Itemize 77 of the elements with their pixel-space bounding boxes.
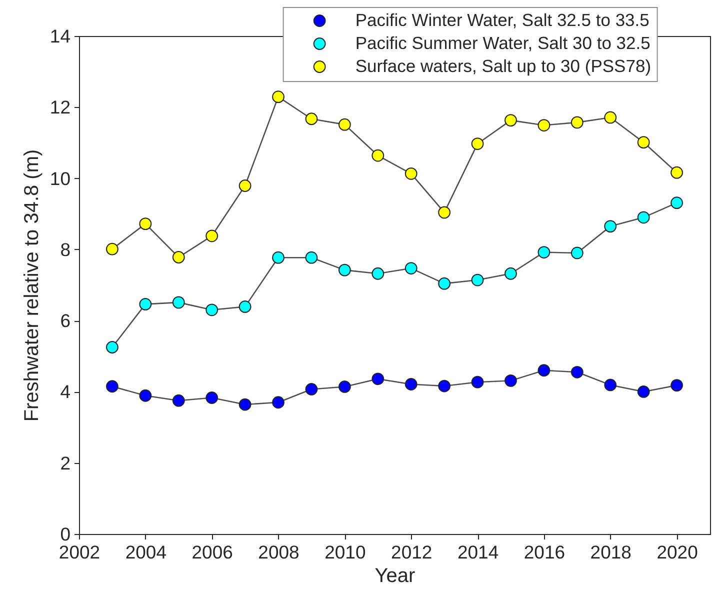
y-axis-title: Freshwater relative to 34.8 (m) (20, 149, 43, 422)
point (139, 389, 152, 402)
point (172, 251, 185, 264)
point (106, 242, 118, 256)
point (670, 379, 683, 392)
point (238, 180, 252, 192)
point (604, 111, 617, 124)
point (538, 119, 550, 132)
y-tick-label: 10 (50, 168, 70, 189)
point (637, 386, 650, 398)
point (471, 138, 484, 150)
point (305, 251, 318, 264)
point (206, 392, 218, 404)
point (670, 196, 683, 210)
point (238, 398, 252, 411)
point (139, 298, 152, 310)
x-tick-label: 2004 (125, 542, 166, 562)
point (272, 396, 284, 409)
point (372, 267, 384, 280)
point (404, 262, 418, 274)
x-tick-label: 2010 (324, 542, 366, 562)
point (106, 341, 118, 354)
point (238, 300, 252, 313)
legend-label: Pacific Winter Water, Salt 32.5 to 33.5 (355, 10, 650, 30)
point (538, 364, 550, 377)
point (504, 267, 517, 280)
point (272, 90, 284, 104)
point (670, 166, 683, 179)
y-tick-label: 12 (50, 96, 70, 118)
point (372, 149, 384, 162)
point (139, 218, 152, 230)
point (338, 264, 351, 276)
x-axis-title: Year (374, 565, 416, 587)
x-tick-label: 2020 (656, 542, 698, 562)
point (206, 230, 218, 242)
point (338, 118, 351, 131)
y-tick-label: 0 (60, 524, 70, 544)
legend-label: Pacific Summer Water, Salt 30 to 32.5 (355, 32, 650, 53)
point (338, 380, 351, 393)
y-tick-label: 4 (60, 381, 70, 402)
point (538, 246, 550, 258)
point (272, 251, 284, 264)
y-tick-label: 14 (50, 26, 70, 46)
point (570, 116, 584, 129)
x-tick-label: 2016 (524, 542, 566, 562)
point (471, 274, 484, 286)
x-tick-label: 2002 (58, 542, 100, 562)
point (438, 277, 451, 290)
x-tick-label: 2008 (258, 542, 300, 562)
x-tick-label: 2014 (457, 542, 499, 562)
x-tick-label: 2018 (590, 542, 632, 562)
y-tick-label: 2 (60, 452, 70, 474)
point (604, 378, 617, 392)
y-tick-label: 6 (60, 310, 70, 332)
point (570, 246, 584, 260)
point (305, 112, 318, 126)
y-tick-label: 8 (60, 238, 70, 260)
point (438, 380, 451, 392)
point (172, 394, 185, 407)
point (305, 383, 318, 396)
point (206, 304, 218, 316)
point (471, 376, 484, 388)
point (172, 296, 185, 309)
point (604, 220, 617, 232)
point (372, 372, 384, 386)
point (570, 366, 584, 378)
point (637, 136, 650, 149)
point (106, 380, 118, 393)
point (404, 167, 418, 180)
point (438, 206, 451, 219)
point (504, 114, 517, 126)
point (637, 211, 650, 224)
point (504, 374, 517, 387)
x-tick-label: 2006 (192, 542, 233, 562)
x-tick-label: 2012 (391, 542, 432, 562)
point (404, 378, 418, 390)
legend-label: Surface waters, Salt up to 30 (PSS78) (355, 56, 652, 76)
